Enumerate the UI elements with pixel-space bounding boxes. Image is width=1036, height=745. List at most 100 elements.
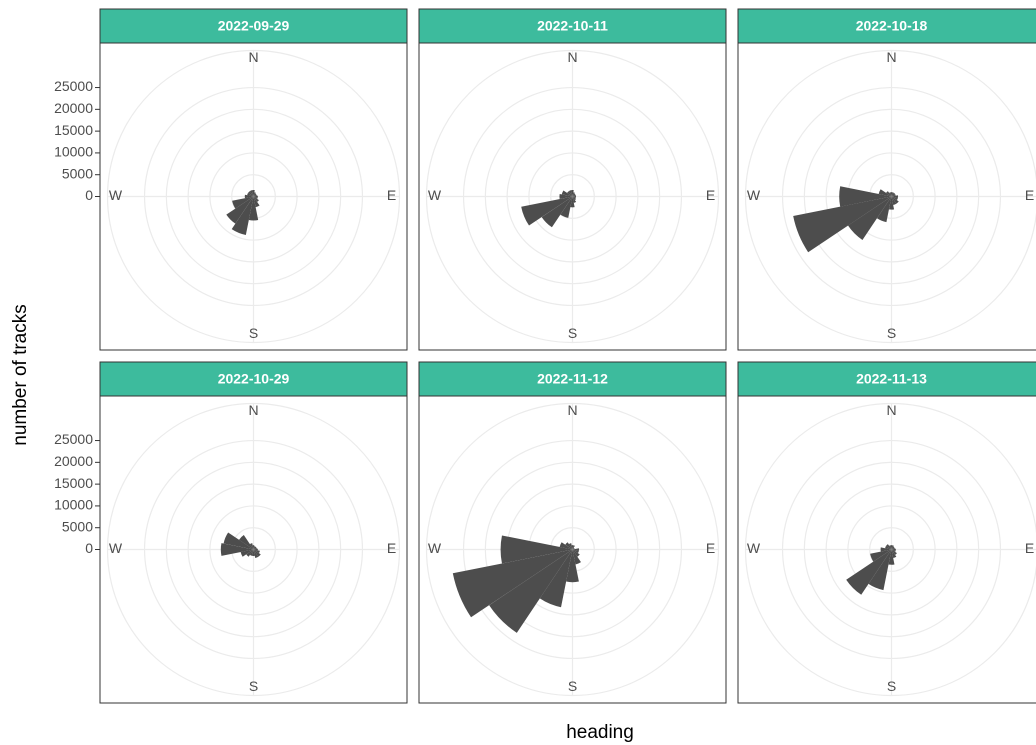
bar xyxy=(249,543,254,550)
y-tick-label: 0 xyxy=(85,187,93,203)
strip xyxy=(99,8,408,44)
bar xyxy=(560,196,573,218)
x-tick-label: S xyxy=(249,678,258,694)
x-tick-label: W xyxy=(428,187,442,203)
panel-border xyxy=(418,395,727,704)
bar xyxy=(891,196,899,204)
x-tick-label: E xyxy=(387,187,396,203)
bar xyxy=(253,546,256,550)
facet: 2022-11-13 N E S W xyxy=(737,361,1036,704)
bar xyxy=(561,190,573,197)
x-tick-label: E xyxy=(706,540,715,556)
bar xyxy=(249,190,254,197)
bar xyxy=(890,545,893,550)
bar xyxy=(253,196,258,199)
facet-title: 2022-11-12 xyxy=(537,371,608,387)
x-tick-label: N xyxy=(886,402,896,418)
y-tick-label: 15000 xyxy=(54,122,93,138)
bar xyxy=(570,196,575,208)
y-tick-label: 15000 xyxy=(54,475,93,491)
bar xyxy=(572,545,575,550)
bar xyxy=(572,192,575,197)
x-tick-label: S xyxy=(887,678,896,694)
y-tick-label: 5000 xyxy=(62,518,93,534)
bar xyxy=(885,545,892,550)
bar xyxy=(572,548,580,551)
facet: 2022-09-29 0 5000 10000 15000 20000 25000 N E S W xyxy=(54,8,408,351)
bar xyxy=(888,196,895,210)
bar xyxy=(571,545,574,550)
facet-title: 2022-11-13 xyxy=(856,371,927,387)
bar xyxy=(878,189,892,197)
x-tick-label: W xyxy=(428,540,442,556)
bar xyxy=(246,549,254,557)
y-tick-label: 20000 xyxy=(54,453,93,469)
x-tick-label: E xyxy=(1025,187,1034,203)
x-tick-label: S xyxy=(568,325,577,341)
x-tick-label: N xyxy=(567,49,577,65)
panel-border xyxy=(737,42,1036,351)
y-axis-label: number of tracks xyxy=(10,304,31,446)
strip xyxy=(737,8,1036,44)
bar xyxy=(253,194,257,197)
bar xyxy=(489,549,573,633)
bar xyxy=(848,196,892,240)
facet-title: 2022-10-29 xyxy=(218,371,290,387)
bar xyxy=(891,195,899,198)
facet-title: 2022-10-11 xyxy=(537,18,608,34)
bar xyxy=(500,535,573,564)
bar xyxy=(889,192,892,197)
facet: 2022-10-29 0 5000 10000 15000 20000 25000 N E S W xyxy=(54,361,408,704)
bar xyxy=(891,192,894,197)
bar xyxy=(888,549,895,565)
bar xyxy=(886,191,892,197)
y-tick-label: 10000 xyxy=(54,144,93,160)
bar xyxy=(891,196,897,206)
bar xyxy=(568,543,573,550)
bar xyxy=(880,547,892,552)
bar xyxy=(253,546,257,550)
bar xyxy=(567,191,573,197)
bar xyxy=(889,545,892,550)
x-tick-label: W xyxy=(747,540,761,556)
bar xyxy=(239,535,254,550)
bar xyxy=(253,196,259,202)
bar xyxy=(572,547,575,550)
bar xyxy=(240,549,254,557)
bar xyxy=(572,196,577,203)
bar xyxy=(572,196,576,199)
bar xyxy=(571,189,574,197)
x-tick-label: N xyxy=(567,402,577,418)
bar xyxy=(891,548,896,551)
bar xyxy=(248,191,254,197)
x-tick-label: N xyxy=(248,49,258,65)
bar xyxy=(539,549,573,608)
y-tick-label: 20000 xyxy=(54,100,93,116)
bar xyxy=(253,549,260,554)
bar xyxy=(559,542,573,550)
facet: 2022-11-12 N E S W xyxy=(418,361,727,704)
bar xyxy=(559,193,573,200)
bar xyxy=(572,195,576,198)
bar xyxy=(249,549,254,556)
y-tick-label: 5000 xyxy=(62,165,93,181)
panel-border xyxy=(99,42,408,351)
bar xyxy=(253,192,256,197)
facet: 2022-10-11 N E S W xyxy=(418,8,727,351)
strip xyxy=(737,361,1036,397)
x-tick-label: W xyxy=(747,187,761,203)
bar xyxy=(252,545,255,550)
y-tick-label: 10000 xyxy=(54,497,93,513)
x-tick-label: W xyxy=(109,540,123,556)
x-tick-label: S xyxy=(568,678,577,694)
bar xyxy=(846,549,892,595)
y-tick-label: 25000 xyxy=(54,431,93,447)
strip xyxy=(418,8,727,44)
x-tick-label: S xyxy=(887,325,896,341)
bar xyxy=(248,196,259,221)
bar xyxy=(572,549,579,554)
bar xyxy=(253,195,258,198)
x-tick-label: E xyxy=(1025,540,1034,556)
bar xyxy=(247,192,254,197)
bar xyxy=(253,193,257,197)
